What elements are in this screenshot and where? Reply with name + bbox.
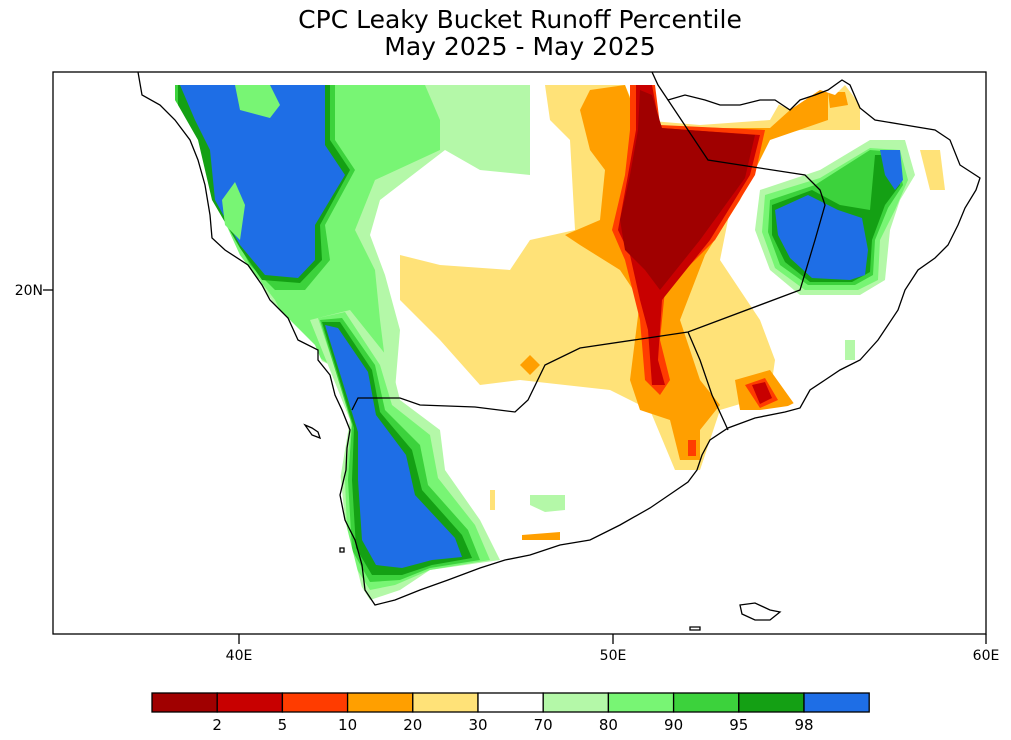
colorbar-label: 95 (729, 716, 748, 734)
field-80-south (530, 495, 565, 512)
colorbar-label: 30 (468, 716, 487, 734)
coastline (137, 72, 981, 631)
colorbar-label: 70 (534, 716, 553, 734)
colorbar-swatch (477, 692, 544, 713)
colorbar-swatch (281, 692, 349, 713)
colorbar-swatch (346, 692, 414, 713)
axis-ticks (43, 289, 987, 644)
field-30-south (490, 490, 495, 510)
field-99-oman (775, 195, 868, 280)
field-5-southeast (752, 382, 772, 404)
field-90-west-pocket (235, 85, 280, 118)
colorbar-label: 20 (403, 716, 422, 734)
field-20-south (522, 532, 560, 540)
colorbar-swatch (412, 692, 479, 713)
field-20-dot (520, 355, 540, 375)
field-99-oman-north (880, 150, 903, 190)
colorbar-label: 90 (664, 716, 683, 734)
borders (351, 99, 826, 431)
colorbar-swatch (803, 692, 870, 713)
sea-mask (53, 72, 986, 634)
field-30-east (920, 150, 945, 190)
colorbar-label: 10 (338, 716, 357, 734)
field-20-ne (828, 92, 848, 108)
plot-frame (52, 71, 987, 635)
x-tick-label-40e: 40E (226, 648, 253, 664)
red-sea (53, 72, 365, 634)
colorbar-swatch (672, 692, 740, 713)
field-80-north (425, 85, 530, 175)
x-tick-label-60e: 60E (973, 648, 1000, 664)
colorbar-label: 2 (212, 716, 222, 734)
title-line-2: May 2025 - May 2025 (384, 32, 656, 61)
colorbar-swatch (542, 692, 610, 713)
gulf-aden (365, 180, 986, 634)
y-tick-label-20n: 20N (15, 283, 43, 299)
persian-gulf (670, 72, 986, 175)
field-99-yemen (325, 325, 462, 568)
x-tick-label-50e: 50E (600, 648, 627, 664)
colorbar-label: 80 (599, 716, 618, 734)
colorbar-label: 98 (794, 716, 813, 734)
field-99-west (180, 85, 345, 278)
colorbar-swatch (738, 692, 805, 713)
colorbar-swatch (151, 692, 218, 713)
colorbar-swatch (607, 692, 675, 713)
axis-labels: 40E 50E 60E 20N (15, 283, 1000, 664)
map-title: CPC Leaky Bucket Runoff Percentile May 2… (0, 6, 1011, 60)
title-line-1: CPC Leaky Bucket Runoff Percentile (298, 5, 742, 34)
colorbar-label: 5 (278, 716, 288, 734)
field-90-west-pocket2 (222, 182, 245, 240)
field-2-core (620, 90, 755, 290)
colorbar: 2 5 10 20 30 70 80 90 95 98 (151, 692, 870, 734)
field-10-south (688, 440, 696, 456)
field-80-south2 (845, 340, 855, 360)
colorbar-swatch (216, 692, 284, 713)
